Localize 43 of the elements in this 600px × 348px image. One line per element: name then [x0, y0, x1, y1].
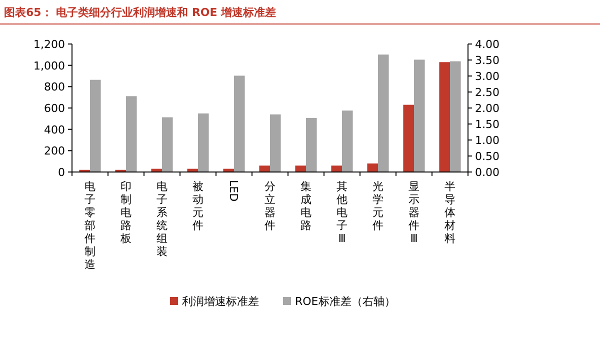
bar: [331, 166, 342, 172]
y2-tick-label: 4.00: [475, 38, 500, 51]
y-tick-label: 800: [44, 80, 65, 94]
bar: [378, 54, 389, 172]
y2-tick-label: 2.00: [475, 102, 500, 115]
y-tick-label: 200: [44, 144, 65, 158]
y-tick-label: 600: [44, 102, 65, 115]
y-tick-label: 1,000: [34, 59, 65, 72]
x-tick-label: 光学元件: [372, 180, 384, 232]
y2-tick-label: 1.00: [475, 134, 500, 147]
y2-tick-label: 3.00: [475, 70, 500, 83]
x-tick-label: 显示器件Ⅲ: [408, 180, 420, 245]
legend-label: ROE标准差（右轴）: [295, 295, 396, 308]
x-tick-label: 分立器件: [264, 180, 276, 232]
x-tick-label: 电子系统组装: [156, 180, 168, 258]
y2-tick-label: 0.50: [475, 150, 500, 163]
y2-tick-label: 1.50: [475, 118, 500, 131]
x-tick-label: 半导体材料: [444, 180, 456, 245]
bar: [126, 96, 137, 172]
y2-tick-label: 2.50: [475, 86, 500, 99]
y2-tick-label: 3.50: [475, 54, 500, 67]
bar: [90, 80, 101, 172]
chart-title: 图表65： 电子类细分行业利润增速和 ROE 增速标准差: [4, 6, 276, 19]
bar: [367, 163, 378, 172]
bar: [234, 76, 245, 172]
x-tick-label: 被动元件: [192, 180, 204, 232]
x-tick-label: LED: [227, 180, 240, 202]
bar: [162, 117, 173, 172]
y-tick-label: 0: [58, 166, 65, 179]
x-tick-label: 印制电路板: [120, 180, 132, 245]
bar: [342, 110, 353, 172]
x-tick-label: 集成电路: [300, 180, 312, 232]
x-tick-label: 其他电子Ⅲ: [336, 180, 348, 245]
y-tick-label: 1,200: [34, 38, 65, 51]
bar: [270, 114, 281, 172]
bar: [259, 166, 270, 172]
bar: [198, 113, 209, 172]
bar: [306, 118, 317, 172]
legend-label: 利润增速标准差: [182, 295, 259, 308]
y-tick-label: 400: [44, 123, 65, 136]
x-tick-label: 电子零部件制造: [84, 180, 96, 271]
bar: [295, 166, 306, 172]
y2-tick-label: 0.00: [475, 166, 500, 179]
